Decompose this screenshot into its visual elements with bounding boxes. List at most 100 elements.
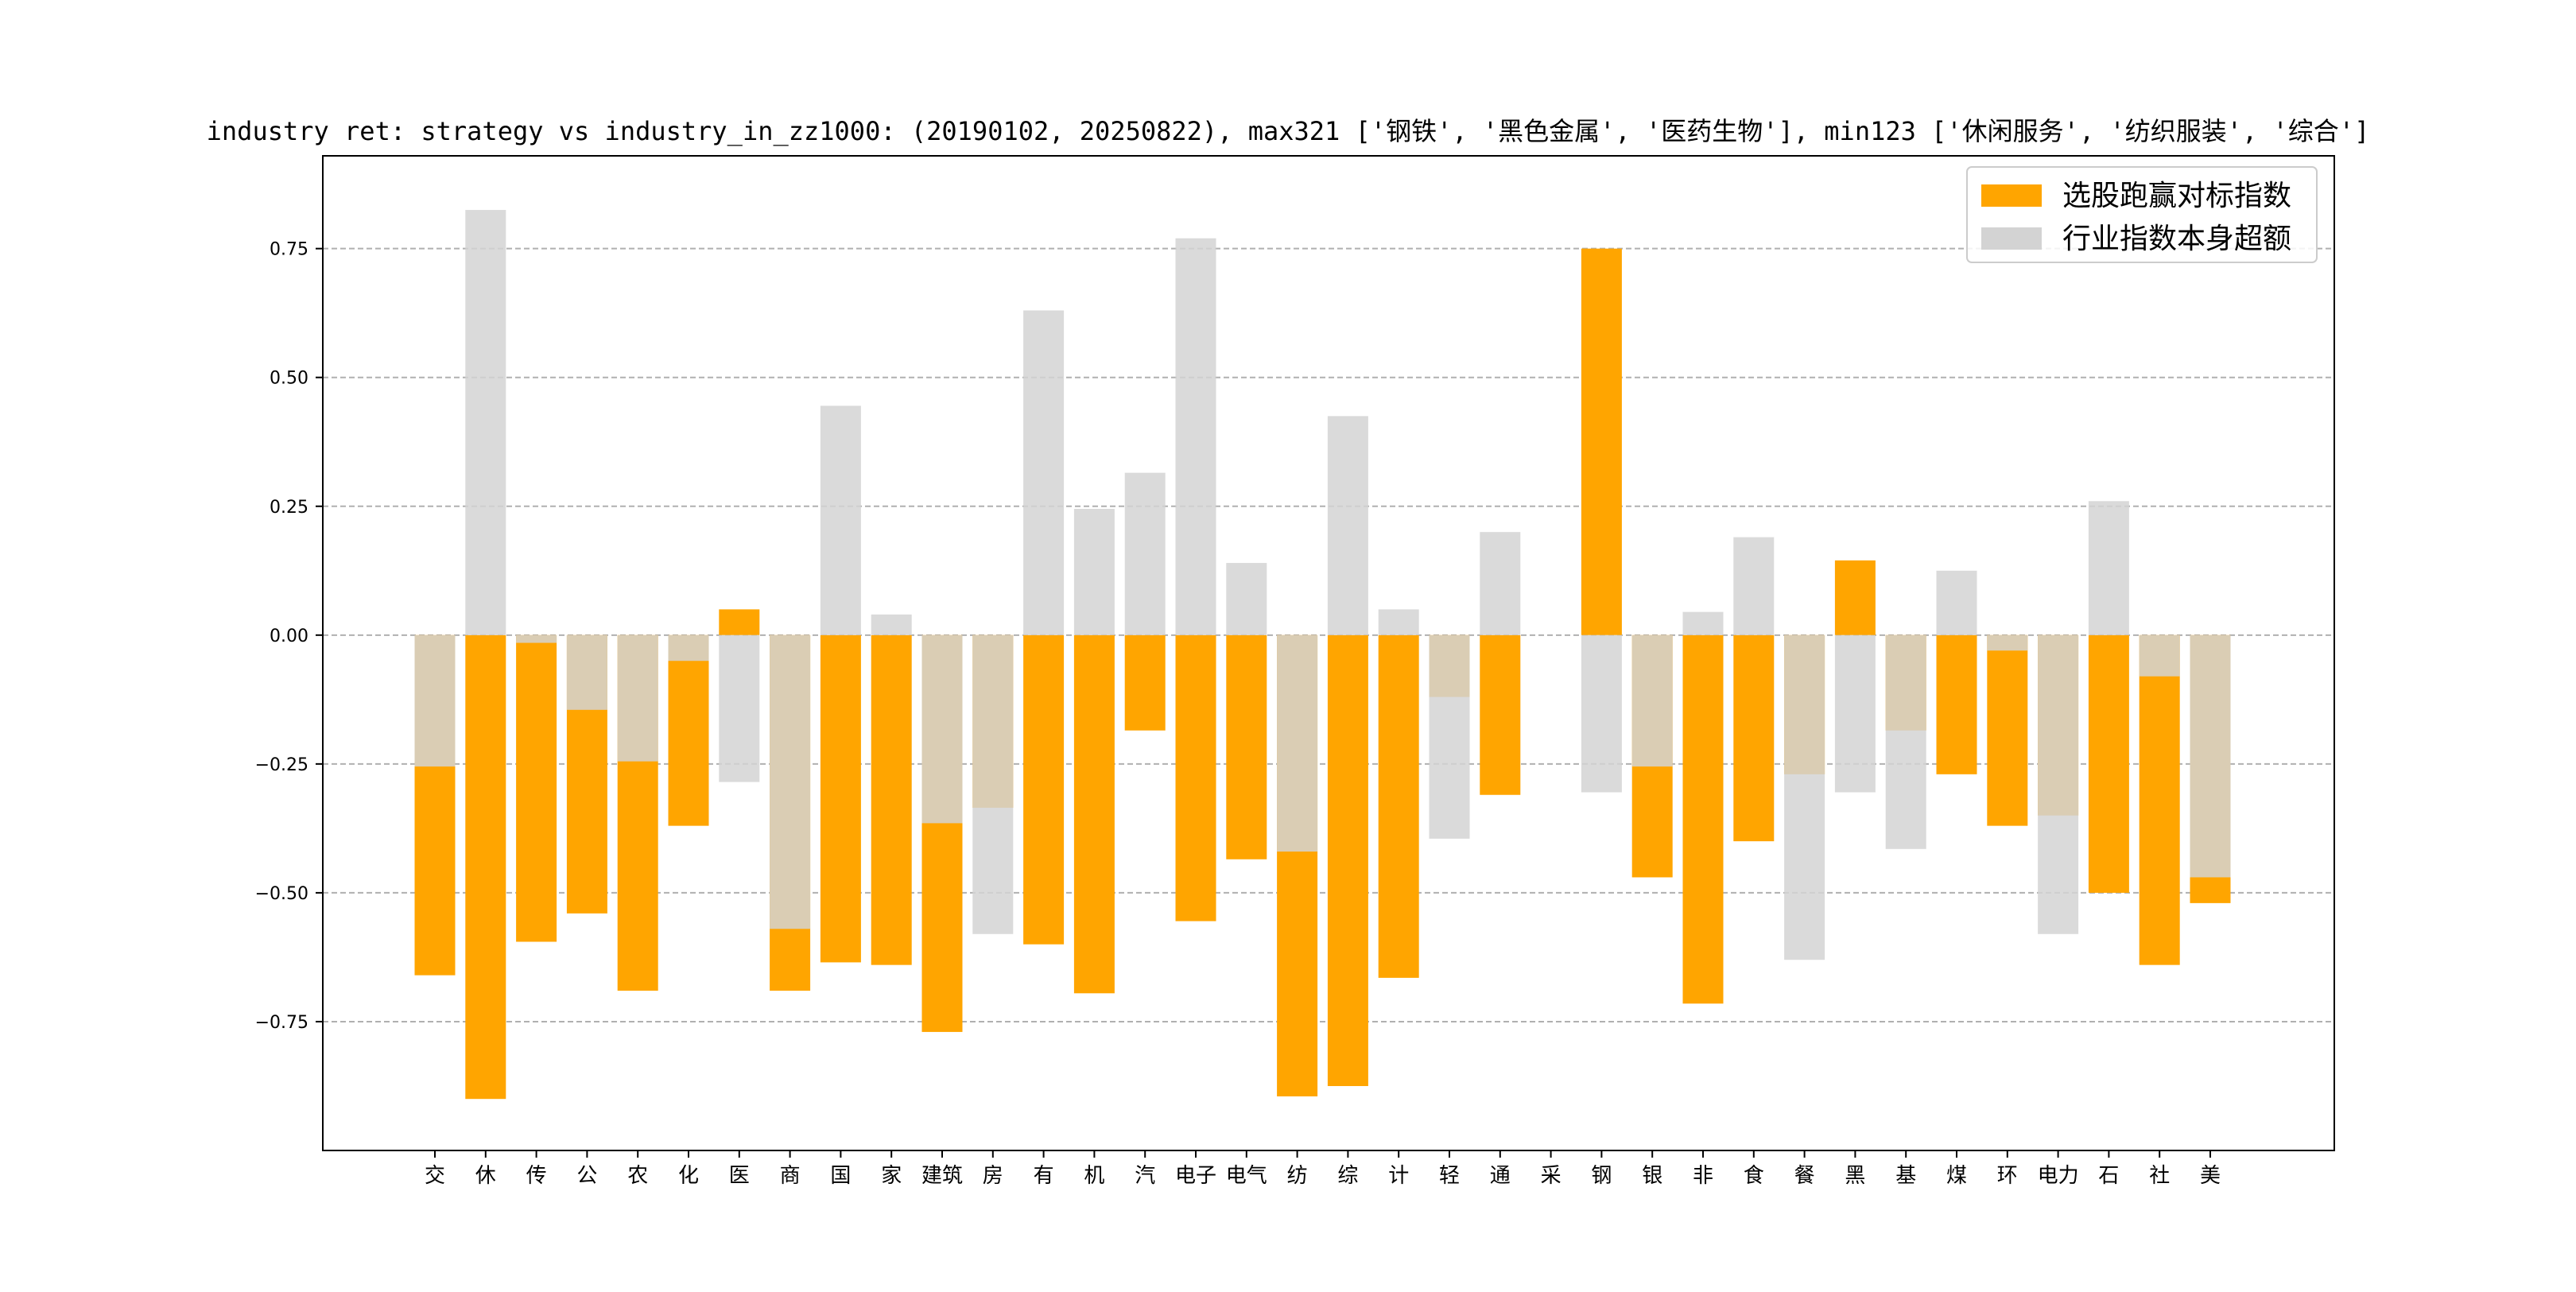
x-tick-label: 交 — [425, 1164, 445, 1188]
industry-bar — [1682, 611, 1724, 635]
x-tick-label: 石 — [2098, 1164, 2119, 1188]
y-tick-label: 0.50 — [270, 369, 308, 389]
x-tick-label: 钢 — [1591, 1164, 1612, 1188]
strategy-bar — [1480, 634, 1521, 795]
y-tick-label: 0.25 — [270, 498, 308, 518]
legend-swatch — [1981, 227, 2042, 250]
x-tick-label: 家 — [881, 1164, 902, 1188]
industry-bar — [2190, 634, 2231, 878]
industry-bar — [1226, 563, 1267, 635]
industry-bar — [1480, 532, 1521, 635]
industry-bar — [1429, 634, 1470, 839]
strategy-bar — [1936, 634, 1977, 774]
x-tick-label: 环 — [1997, 1164, 2018, 1188]
industry-bar — [1936, 570, 1977, 635]
strategy-bar — [1124, 634, 1166, 731]
industry-bar — [1277, 634, 1318, 852]
x-tick-label: 计 — [1388, 1164, 1409, 1188]
strategy-bar — [1733, 634, 1775, 842]
industry-bar — [617, 634, 658, 762]
x-tick-label: 有 — [1034, 1164, 1054, 1188]
industry-bar — [921, 634, 963, 824]
industry-bar — [820, 405, 861, 635]
industry-bar — [2088, 501, 2129, 635]
x-tick-label: 银 — [1642, 1164, 1662, 1188]
x-tick-label: 非 — [1693, 1164, 1713, 1188]
x-tick-label: 纺 — [1287, 1164, 1308, 1188]
strategy-bar — [1987, 634, 2028, 826]
industry-bar — [1073, 509, 1115, 635]
industry-bar — [1581, 634, 1622, 793]
x-tick-label: 电力 — [2038, 1164, 2079, 1188]
x-tick-label: 汽 — [1135, 1164, 1155, 1188]
x-tick-label: 基 — [1895, 1164, 1916, 1188]
x-tick-label: 餐 — [1794, 1164, 1815, 1188]
strategy-bar — [1073, 634, 1115, 994]
strategy-bar — [871, 634, 912, 965]
strategy-bar — [719, 609, 760, 635]
y-tick-label: −0.75 — [255, 1013, 308, 1033]
industry-bar — [516, 634, 557, 643]
chart-title: industry ret: strategy vs industry_in_zz… — [207, 116, 2370, 146]
y-tick-label: 0.75 — [270, 240, 308, 260]
strategy-bar — [1226, 634, 1267, 859]
y-tick-label: −0.25 — [255, 755, 308, 775]
industry-bar — [668, 634, 709, 662]
industry-bar — [1987, 634, 2028, 651]
strategy-bar — [2139, 634, 2180, 965]
plot-frame — [322, 155, 2335, 1151]
x-tick-label: 医 — [729, 1164, 750, 1188]
y-tick-label: 0.00 — [270, 627, 308, 646]
industry-bar — [770, 634, 811, 929]
x-tick-label: 农 — [627, 1164, 648, 1188]
strategy-bar — [820, 634, 861, 963]
strategy-bar — [1023, 634, 1065, 945]
industry-bar — [414, 634, 456, 767]
industry-bar — [1124, 472, 1166, 635]
industry-bar — [871, 614, 912, 635]
strategy-bar — [1682, 634, 1724, 1004]
industry-bar — [566, 634, 607, 710]
x-tick-label: 美 — [2200, 1164, 2221, 1188]
x-tick-label: 电气 — [1226, 1164, 1267, 1188]
x-tick-label: 传 — [526, 1164, 547, 1188]
industry-bar — [2038, 634, 2079, 934]
x-tick-label: 商 — [780, 1164, 801, 1188]
x-tick-label: 通 — [1490, 1164, 1511, 1188]
x-tick-label: 国 — [830, 1164, 851, 1188]
industry-bar — [1175, 238, 1216, 635]
strategy-bar — [1327, 634, 1368, 1086]
strategy-bar — [2088, 634, 2129, 893]
strategy-bar — [1378, 634, 1419, 978]
x-tick-label: 房 — [983, 1164, 1003, 1188]
x-tick-label: 轻 — [1439, 1164, 1460, 1188]
x-tick-label: 建筑 — [921, 1164, 963, 1188]
strategy-bar — [668, 634, 709, 826]
x-tick-label: 公 — [576, 1164, 597, 1188]
x-tick-label: 化 — [678, 1164, 699, 1188]
x-tick-label: 机 — [1084, 1164, 1104, 1188]
bars — [414, 210, 2231, 1100]
x-tick-label: 社 — [2149, 1164, 2170, 1188]
y-tick-label: −0.50 — [255, 884, 308, 904]
legend-box — [1966, 166, 2318, 263]
legend-swatch — [1981, 184, 2042, 207]
industry-bar — [1327, 416, 1368, 635]
strategy-bar — [1834, 560, 1876, 635]
strategy-bar — [465, 634, 506, 1100]
strategy-bar — [516, 634, 557, 942]
industry-bar — [1023, 310, 1065, 635]
x-tick-label: 食 — [1744, 1164, 1764, 1188]
industry-bar — [1834, 634, 1876, 793]
x-tick-label: 综 — [1337, 1164, 1358, 1188]
strategy-bar — [1581, 248, 1622, 635]
industry-bar — [465, 210, 506, 635]
industry-bar — [2139, 634, 2180, 677]
industry-bar — [1631, 634, 1673, 767]
industry-bar — [972, 634, 1014, 934]
x-tick-label: 休 — [475, 1164, 496, 1188]
legend-label: 行业指数本身超额 — [2062, 223, 2291, 255]
